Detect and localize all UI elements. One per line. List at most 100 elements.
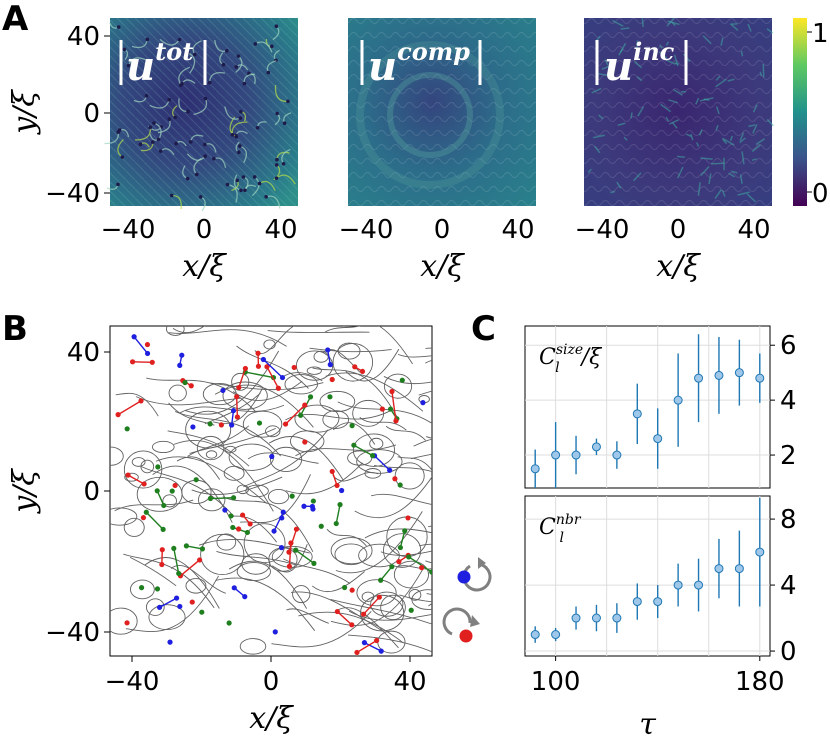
streamline [335,511,423,574]
a-ytick-label: −40 [45,179,100,209]
streamline [326,528,367,547]
streamline [352,433,396,467]
vortex-dot [234,134,239,139]
streak [711,162,724,165]
heatmap-u-tot: utot [104,18,298,212]
data-point [755,547,765,557]
streamline [243,523,286,564]
subplot-label: Csize l/ξ [539,342,603,376]
streamline [162,494,177,508]
data-point [673,580,683,590]
a-ytick-label: 40 [67,22,100,52]
ytick-label: 2 [780,441,797,471]
vortex-dot [281,161,286,166]
streak [673,54,679,67]
streamline [428,603,432,607]
vortex [176,570,182,577]
streamline [397,456,432,471]
ytick-label: 0 [780,637,797,667]
vortex-link [356,639,378,654]
streamline [135,396,242,406]
streamline [356,579,397,607]
vortex [220,387,226,394]
streamline [110,507,138,526]
vortex [419,565,425,571]
streamline [129,556,177,587]
heatmap-u-inc-label: uinc [604,37,675,90]
vortex-core [157,118,171,134]
streak [636,76,643,82]
a-xtick-label: 40 [264,215,297,245]
vortex [230,408,237,414]
vortex-dot [242,81,247,86]
streamline [176,456,221,480]
vortex-dot [230,133,235,137]
vortex [291,364,297,371]
vortex-dot [186,50,190,55]
streak [739,132,745,141]
vortex [141,481,147,487]
vortex [230,524,236,531]
streak [759,71,763,77]
vortex-core [208,72,226,83]
vortex-dot [237,144,242,148]
vortex-dot [148,125,153,130]
streamline [348,610,432,621]
vortex-dot [255,125,260,130]
data-point [612,450,622,460]
heatmap-u-comp-label: ucomp [368,37,470,90]
vortex-link [127,474,145,485]
streamline [167,430,250,467]
vortex [301,503,307,509]
streamline [185,578,207,594]
vortex [159,547,165,553]
xlabel: τ [639,707,656,742]
vortex [279,515,285,521]
streak [746,193,756,203]
vortex [293,547,299,553]
vortex [302,402,308,408]
vortex [236,384,242,391]
vortex-dot [126,63,131,68]
vortex [325,347,331,353]
streak [747,23,752,32]
vortex [354,649,360,656]
vortex [236,526,242,532]
vortex [269,453,275,460]
vortex [337,502,343,508]
vortex [190,424,196,430]
data-point [653,597,663,607]
streak [715,124,719,131]
streamline [298,611,404,644]
vortex-core [149,99,170,109]
vortex-link [235,396,239,418]
vortex [360,611,367,617]
vortex-dot [194,172,199,177]
b-ytick-label: −40 [45,618,100,648]
vortex-dot [266,70,271,75]
streamline [393,560,430,589]
streamline [123,553,215,609]
streamline [360,594,405,632]
streak [748,124,756,128]
vortex-link [285,404,306,425]
streamline [334,543,368,566]
vortex-dot [122,47,127,52]
vortex [376,594,382,600]
heatmap-u-comp: ucomp [348,18,536,206]
streak [731,170,738,174]
data-point [530,464,540,474]
ytick-label: 4 [780,386,797,416]
vortex [138,398,144,404]
streak [708,173,712,185]
label-sub: l [560,530,564,546]
streamline [425,560,432,564]
vortex [396,559,402,565]
streamline [222,381,268,410]
streak [727,78,735,82]
vortex [179,352,185,358]
streak [697,182,701,196]
streamline [426,593,432,595]
vortex-dot [152,121,156,125]
a-xtick-label: 0 [196,215,213,245]
